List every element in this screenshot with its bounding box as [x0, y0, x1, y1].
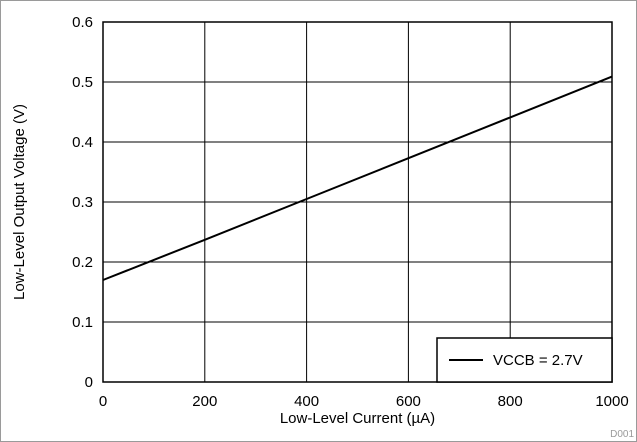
x-tick-label: 0 — [99, 393, 107, 410]
y-tick-label: 0.1 — [72, 314, 93, 331]
x-tick-label: 800 — [498, 393, 523, 410]
y-tick-label: 0.3 — [72, 194, 93, 211]
series-layer — [102, 75, 613, 281]
figure-id: D001 — [610, 429, 634, 440]
legend: VCCB = 2.7V — [436, 337, 613, 383]
grid-lines — [102, 21, 613, 383]
y-tick-label: 0.2 — [72, 254, 93, 271]
x-tick-label: 200 — [192, 393, 217, 410]
y-tick-labels: 0 0.1 0.2 0.3 0.4 0.5 0.6 — [72, 14, 93, 391]
x-tick-label: 600 — [396, 393, 421, 410]
legend-box — [436, 337, 613, 383]
y-axis-title: Low-Level Output Voltage (V) — [11, 104, 28, 300]
x-axis-title: Low-Level Current (µA) — [280, 410, 435, 427]
y-tick-label: 0.4 — [72, 134, 93, 151]
x-tick-label: 1000 — [595, 393, 628, 410]
y-tick-label: 0.6 — [72, 14, 93, 31]
x-tick-label: 400 — [294, 393, 319, 410]
x-tick-labels: 0 200 400 600 800 1000 — [99, 393, 629, 410]
legend-label: VCCB = 2.7V — [493, 352, 583, 369]
y-tick-label: 0.5 — [72, 74, 93, 91]
plot-area-border — [102, 21, 613, 383]
y-tick-label: 0 — [85, 374, 93, 391]
series-line — [102, 75, 613, 281]
